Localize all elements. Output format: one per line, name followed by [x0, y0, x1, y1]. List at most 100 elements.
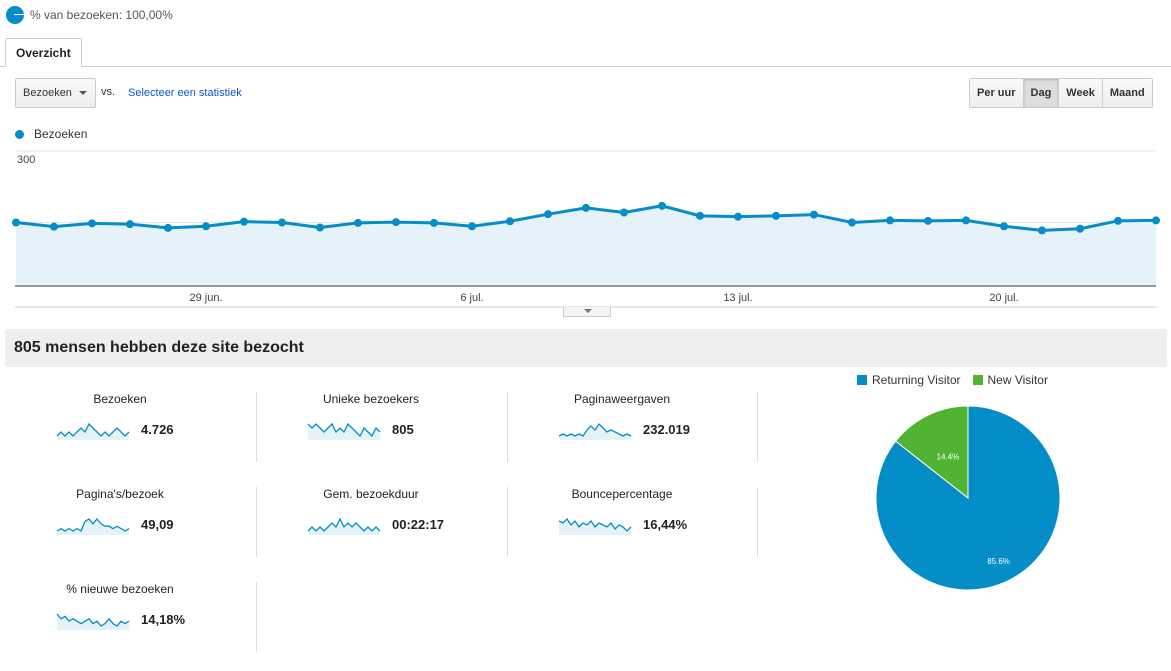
- metric-card[interactable]: % nieuwe bezoeken 14,18%: [5, 582, 255, 658]
- visits-line-chart: 30015029 jun.6 jul.13 jul.20 jul.: [12, 150, 1160, 308]
- metric-value: 805: [392, 422, 414, 437]
- metric-sparkline: [558, 422, 632, 440]
- y-tick-label: 300: [17, 154, 35, 166]
- metric-sparkline: [307, 517, 381, 535]
- data-point: [886, 216, 894, 225]
- metric-value: 16,44%: [643, 517, 688, 532]
- data-point: [88, 219, 96, 228]
- data-point: [316, 223, 324, 232]
- tab-bar: Overzicht: [0, 38, 1171, 67]
- metric-sparkline: [56, 613, 130, 630]
- data-point: [506, 217, 514, 226]
- legend-item-returning[interactable]: Returning Visitor: [857, 373, 961, 387]
- data-point: [696, 211, 704, 220]
- data-point: [278, 218, 286, 227]
- segment-indicator[interactable]: % van bezoeken: 100,00%: [6, 5, 173, 25]
- data-point: [126, 220, 134, 229]
- sparkline-line: [56, 613, 130, 627]
- data-point: [468, 222, 476, 231]
- period-month-button[interactable]: Maand: [1101, 79, 1152, 107]
- x-tick-label: 29 jun.: [189, 292, 222, 304]
- data-point: [582, 203, 590, 212]
- period-selector: Per uur Dag Week Maand: [969, 78, 1153, 108]
- metric-divider: [757, 392, 758, 462]
- series-area: [16, 205, 1156, 285]
- caret-down-icon: [79, 91, 87, 95]
- summary-header: 805 mensen hebben deze site bezocht: [5, 329, 1167, 367]
- metric-card[interactable]: Gem. bezoekduur 00:22:17: [256, 487, 506, 563]
- metric-value: 232.019: [643, 422, 690, 437]
- metric-sparkline: [56, 517, 130, 535]
- legend-label-new: New Visitor: [987, 373, 1048, 387]
- metric-name: Gem. bezoekduur: [323, 487, 419, 501]
- tab-overzicht[interactable]: Overzicht: [5, 38, 82, 67]
- metric-name: Bouncepercentage: [571, 487, 673, 501]
- metric-sparkline: [56, 422, 130, 440]
- summary-title: 805 mensen hebben deze site bezocht: [14, 339, 304, 356]
- chart-legend: Bezoeken: [15, 127, 87, 141]
- sparkline-line: [558, 517, 632, 532]
- data-point: [772, 211, 780, 220]
- legend-item-new[interactable]: New Visitor: [972, 373, 1048, 387]
- metric-dropdown[interactable]: Bezoeken: [15, 78, 96, 108]
- data-point: [734, 212, 742, 221]
- sparkline-area: [559, 424, 631, 440]
- metric-name: Pagina's/bezoek: [76, 487, 164, 501]
- data-point: [392, 218, 400, 227]
- data-point: [1114, 216, 1122, 225]
- data-point: [1152, 216, 1160, 225]
- metric-card[interactable]: Unieke bezoekers 805: [256, 392, 506, 468]
- legend-label-returning: Returning Visitor: [872, 373, 961, 387]
- legend-swatch-new: [972, 375, 983, 385]
- sparkline-area: [57, 424, 129, 440]
- segment-label: % van bezoeken: 100,00%: [30, 8, 173, 22]
- metric-value: 14,18%: [141, 612, 186, 627]
- data-point: [848, 218, 856, 227]
- metric-divider: [256, 392, 257, 462]
- data-point: [962, 216, 970, 225]
- metric-divider: [757, 487, 758, 557]
- metric-divider: [507, 487, 508, 557]
- data-point: [50, 222, 58, 231]
- data-point: [658, 201, 666, 210]
- x-tick-label: 20 jul.: [989, 292, 1018, 304]
- sparkline-line: [56, 517, 130, 532]
- metric-card[interactable]: Paginaweergaven 232.019: [507, 392, 757, 468]
- series-dot-icon: [15, 129, 24, 139]
- select-statistic-link[interactable]: Selecteer een statistiek: [128, 87, 242, 99]
- metric-name: Bezoeken: [93, 392, 147, 406]
- metric-name: Paginaweergaven: [573, 392, 671, 406]
- metric-divider: [256, 582, 257, 652]
- data-point: [354, 218, 362, 227]
- data-point: [620, 208, 628, 217]
- visitor-type-pie-chart: 85.6% 14.4%: [875, 405, 1061, 591]
- metric-value: 4.726: [141, 422, 174, 437]
- metric-divider: [507, 392, 508, 462]
- metric-dropdown-value: Bezoeken: [23, 87, 72, 99]
- x-tick-label: 6 jul.: [460, 292, 483, 304]
- data-point: [544, 210, 552, 219]
- metric-name: % nieuwe bezoeken: [66, 582, 174, 596]
- metric-value: 00:22:17: [392, 517, 445, 532]
- data-point: [1076, 224, 1084, 233]
- data-point: [202, 222, 210, 231]
- period-hour-button[interactable]: Per uur: [970, 79, 1023, 107]
- metric-card[interactable]: Bezoeken 4.726: [5, 392, 255, 468]
- data-point: [1038, 226, 1046, 235]
- metric-value: 49,09: [141, 517, 174, 532]
- metric-card[interactable]: Bouncepercentage 16,44%: [507, 487, 757, 563]
- legend-swatch-returning: [857, 375, 867, 385]
- sparkline-area: [57, 614, 129, 630]
- pie-slice-label: 14.4%: [937, 453, 960, 462]
- data-point: [430, 218, 438, 227]
- metric-card[interactable]: Pagina's/bezoek 49,09: [5, 487, 255, 563]
- vs-label: vs.: [101, 86, 116, 98]
- period-week-button[interactable]: Week: [1058, 79, 1102, 107]
- sparkline-line: [56, 422, 130, 437]
- data-point: [164, 223, 172, 232]
- metric-divider: [256, 487, 257, 557]
- period-day-button[interactable]: Dag: [1022, 79, 1059, 107]
- chart-collapse-toggle[interactable]: [563, 307, 611, 317]
- sparkline-line: [307, 517, 381, 532]
- pie-slice[interactable]: [894, 405, 969, 500]
